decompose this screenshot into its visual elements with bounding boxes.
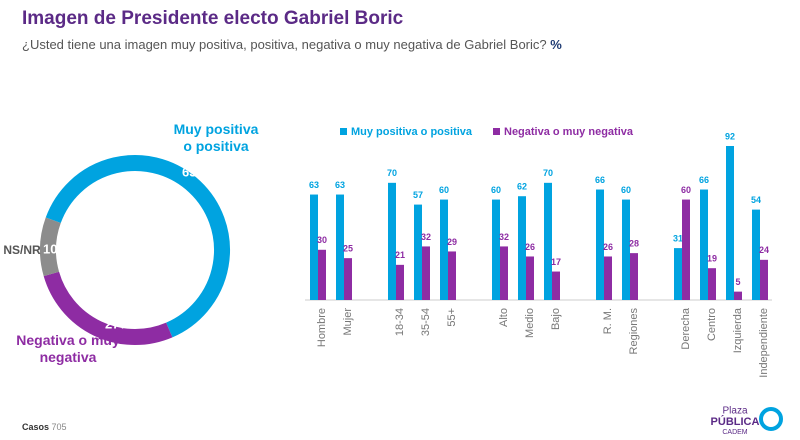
subtitle-text: ¿Usted tiene una imagen muy positiva, po… xyxy=(22,37,547,52)
bar-value-label: 70 xyxy=(387,168,397,178)
bar xyxy=(344,258,352,300)
bar-value-label: 57 xyxy=(413,190,423,200)
bar xyxy=(544,182,552,300)
bar xyxy=(596,189,604,300)
bar-value-label: 66 xyxy=(699,175,709,185)
bar xyxy=(604,256,612,300)
bar-value-label: 60 xyxy=(681,185,691,195)
bar xyxy=(526,256,534,300)
bar-value-label: 29 xyxy=(447,237,457,247)
bar xyxy=(448,251,456,300)
donut-segment xyxy=(40,217,61,277)
x-tick-label: R. M. xyxy=(602,308,614,334)
bar xyxy=(630,253,638,300)
bar xyxy=(708,268,716,300)
bar-value-label: 63 xyxy=(309,180,319,190)
donut-segment xyxy=(43,271,173,345)
x-tick-label: Independiente xyxy=(758,308,770,378)
x-tick-label: 55+ xyxy=(446,308,458,327)
footer-value: 705 xyxy=(52,422,67,432)
subtitle: ¿Usted tiene una imagen muy positiva, po… xyxy=(22,37,562,52)
bar-value-label: 60 xyxy=(439,185,449,195)
donut-category-label: Muy positiva o positiva xyxy=(173,121,259,154)
bar xyxy=(388,182,396,300)
footer-label: Casos xyxy=(22,422,49,432)
footer: Casos 705 xyxy=(22,422,67,432)
bar-value-label: 25 xyxy=(343,244,353,254)
bar-value-label: 17 xyxy=(551,257,561,267)
bar xyxy=(622,199,630,300)
legend-label: Muy positiva o positiva xyxy=(351,126,473,138)
bar-value-label: 28 xyxy=(629,239,639,249)
bar xyxy=(336,194,344,300)
donut-value-label: 10% xyxy=(43,241,69,256)
x-tick-label: Mujer xyxy=(342,308,354,336)
bar xyxy=(422,246,430,300)
x-tick-label: Hombre xyxy=(316,308,328,347)
bar-value-label: 66 xyxy=(595,175,605,185)
bar xyxy=(310,194,318,300)
x-tick-label: Regiones xyxy=(628,308,640,355)
bar-value-label: 63 xyxy=(335,180,345,190)
logo-line2: PÚBLICA xyxy=(711,415,760,428)
bar xyxy=(552,271,560,300)
bar xyxy=(734,291,742,300)
legend-swatch xyxy=(493,128,500,135)
bar-value-label: 60 xyxy=(491,185,501,195)
donut-category-label: Negativa o muy negativa xyxy=(16,332,120,365)
bar xyxy=(318,249,326,300)
bar-value-label: 21 xyxy=(395,250,405,260)
bar-value-label: 5 xyxy=(735,277,740,287)
legend-swatch xyxy=(340,128,347,135)
donut-segment xyxy=(45,155,230,338)
x-tick-label: Centro xyxy=(706,308,718,341)
bar xyxy=(752,209,760,300)
bar xyxy=(674,248,682,300)
bar-value-label: 32 xyxy=(499,232,509,242)
bar xyxy=(682,199,690,300)
donut-value-label: 27% xyxy=(105,316,131,331)
bar xyxy=(500,246,508,300)
bar-value-label: 30 xyxy=(317,235,327,245)
bar-value-label: 32 xyxy=(421,232,431,242)
bar-value-label: 60 xyxy=(621,185,631,195)
bar xyxy=(700,189,708,300)
bar-value-label: 92 xyxy=(725,131,735,141)
logo-line3: CADEM xyxy=(722,429,747,436)
bar-value-label: 62 xyxy=(517,182,527,192)
x-tick-label: 35-54 xyxy=(420,308,432,336)
x-tick-label: Izquierda xyxy=(732,307,744,353)
x-tick-label: Bajo xyxy=(550,308,562,330)
bar xyxy=(414,204,422,300)
bar xyxy=(760,259,768,300)
bar-value-label: 70 xyxy=(543,168,553,178)
bar-value-label: 26 xyxy=(603,242,613,252)
donut-value-label: 63% xyxy=(182,164,208,179)
x-tick-label: Medio xyxy=(524,308,536,338)
bar xyxy=(396,264,404,300)
x-tick-label: Alto xyxy=(498,308,510,327)
donut-category-label: NS/NR xyxy=(3,243,41,257)
bar xyxy=(492,199,500,300)
legend-label: Negativa o muy negativa xyxy=(504,126,634,138)
bar xyxy=(726,146,734,300)
bar xyxy=(518,196,526,300)
bar xyxy=(440,199,448,300)
x-tick-label: Derecha xyxy=(680,307,692,349)
bar-value-label: 31 xyxy=(673,233,683,243)
bar-value-label: 24 xyxy=(759,245,769,255)
logo-icon xyxy=(759,407,783,431)
subtitle-unit: % xyxy=(550,37,562,52)
bar-value-label: 26 xyxy=(525,242,535,252)
logo-line1: Plaza xyxy=(722,406,747,417)
x-tick-label: 18-34 xyxy=(394,308,406,336)
bar-value-label: 19 xyxy=(707,254,717,264)
title: Imagen de Presidente electo Gabriel Bori… xyxy=(22,8,404,29)
bar-value-label: 54 xyxy=(751,195,761,205)
